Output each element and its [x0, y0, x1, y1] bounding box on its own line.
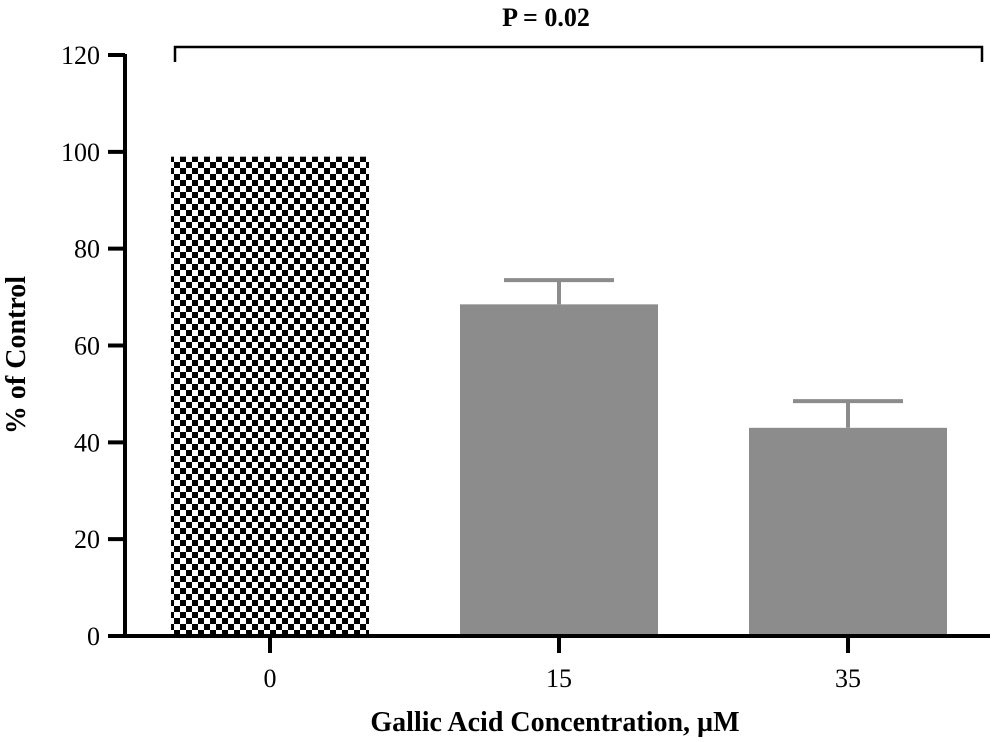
significance-bracket-group: P = 0.02 — [173, 3, 984, 62]
significance-label: P = 0.02 — [502, 3, 590, 32]
y-axis-title: % of Control — [1, 276, 32, 434]
error-bars-group — [504, 278, 903, 428]
x-tick-label-35: 35 — [835, 664, 861, 693]
y-tick-label-20: 20 — [74, 525, 100, 554]
x-tick-label-0: 0 — [264, 664, 277, 693]
bars-group — [171, 156, 947, 637]
y-tick-label-120: 120 — [61, 41, 100, 70]
y-tick-label-0: 0 — [87, 622, 100, 651]
y-tick-label-80: 80 — [74, 235, 100, 264]
bar-0 — [171, 156, 369, 637]
x-ticks-group: 0 15 35 — [264, 636, 861, 693]
x-tick-label-15: 15 — [546, 664, 572, 693]
y-tick-label-60: 60 — [74, 332, 100, 361]
bar-15 — [460, 304, 658, 636]
y-tick-label-100: 100 — [61, 138, 100, 167]
bar-35 — [749, 427, 947, 636]
x-axis-title: Gallic Acid Concentration, µM — [370, 707, 739, 738]
y-tick-label-40: 40 — [74, 428, 100, 457]
significance-bracket — [173, 45, 984, 62]
y-ticks-group: 0 20 40 60 80 100 120 — [61, 41, 125, 651]
